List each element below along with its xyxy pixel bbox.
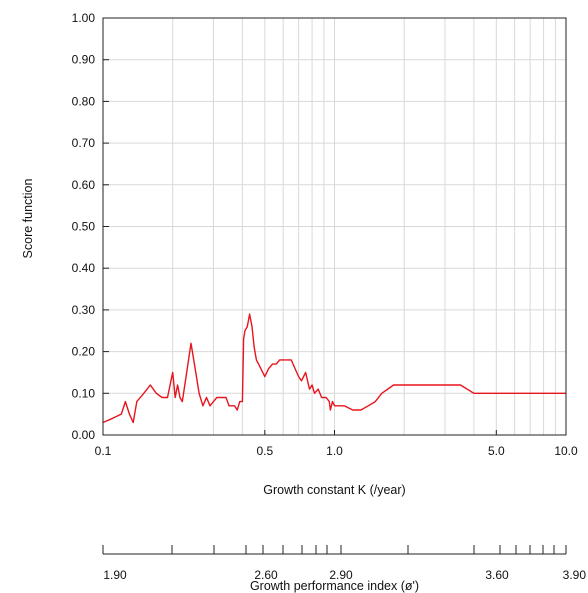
grid xyxy=(103,18,566,435)
secondary-tick-label: 1.90 xyxy=(103,568,127,582)
y-tick-label: 0.00 xyxy=(72,428,96,442)
secondary-tick-label: 2.90 xyxy=(329,568,353,582)
y-tick-label: 0.60 xyxy=(72,178,96,192)
y-tick-label: 0.80 xyxy=(72,94,96,108)
secondary-x-axis: 1.90 2.60 2.90 3.60 3.90 xyxy=(102,545,587,582)
secondary-tick-label: 3.90 xyxy=(563,568,587,582)
y-tick-label: 0.20 xyxy=(72,345,96,359)
score-series-line xyxy=(102,313,566,424)
y-tick-label: 1.00 xyxy=(72,11,96,25)
y-tick-label: 0.70 xyxy=(72,136,96,150)
axes: 0.00 0.10 0.20 0.30 0.40 0.50 0.60 0.70 0.80 0.90… xyxy=(72,11,578,458)
x-axis-label: Growth constant K (/year) xyxy=(263,483,405,497)
y-axis-label: Score function xyxy=(21,179,35,259)
series-layer xyxy=(102,313,566,424)
y-tick-label: 0.50 xyxy=(72,220,96,234)
y-tick-label: 0.30 xyxy=(72,303,96,317)
x-tick-label: 0.5 xyxy=(256,444,273,458)
x-tick-label: 10.0 xyxy=(554,444,578,458)
secondary-tick-label: 3.60 xyxy=(485,568,509,582)
x-tick-label: 1.0 xyxy=(326,444,343,458)
y-tick-label: 0.90 xyxy=(72,53,96,67)
secondary-tick-label: 2.60 xyxy=(254,568,278,582)
x-tick-label: 5.0 xyxy=(488,444,505,458)
secondary-x-axis-label: Growth performance index (ø') xyxy=(250,579,419,593)
y-tick-label: 0.10 xyxy=(72,386,96,400)
x-tick-label: 0.1 xyxy=(95,444,112,458)
y-tick-label: 0.40 xyxy=(72,261,96,275)
